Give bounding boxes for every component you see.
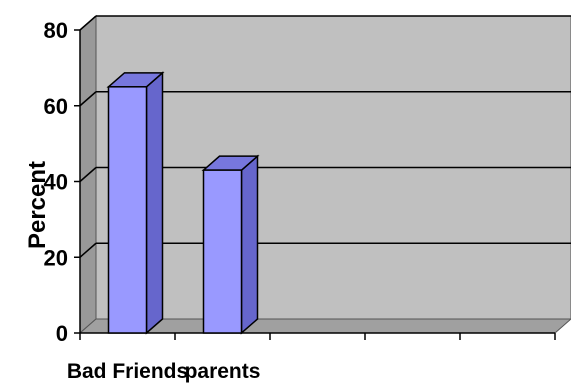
category-label: parents <box>185 360 261 383</box>
gridline-side <box>79 15 97 31</box>
gridline-side <box>79 91 97 107</box>
bars <box>106 71 260 335</box>
y-tick-label: 80 <box>44 18 68 43</box>
y-tick-label: 20 <box>44 245 68 270</box>
y-tick-label: 0 <box>56 321 68 346</box>
bar <box>201 154 260 335</box>
y-axis-title: Percent <box>24 161 51 249</box>
gridline-side <box>79 166 97 183</box>
bar-front <box>202 169 243 334</box>
axes <box>74 29 556 340</box>
category-label: Bad Friends <box>67 360 188 383</box>
bar <box>106 71 165 335</box>
bar-side <box>145 71 164 335</box>
gridline-side <box>79 242 97 258</box>
bar-front <box>107 86 148 334</box>
bar-side <box>240 154 259 335</box>
gridlines <box>79 15 571 258</box>
y-tick-labels: 0 20 40 60 80 <box>44 18 68 346</box>
y-tick-label: 40 <box>44 170 68 195</box>
y-tick-label: 60 <box>44 94 68 119</box>
